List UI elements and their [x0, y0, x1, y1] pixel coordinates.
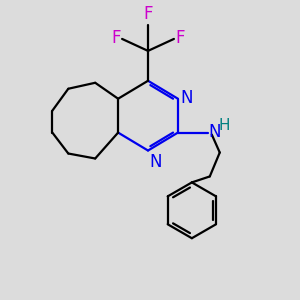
Text: N: N [149, 152, 161, 170]
Text: F: F [143, 5, 153, 23]
Text: F: F [112, 29, 121, 47]
Text: N: N [209, 123, 221, 141]
Text: F: F [175, 29, 184, 47]
Text: H: H [219, 118, 230, 133]
Text: N: N [180, 89, 192, 107]
